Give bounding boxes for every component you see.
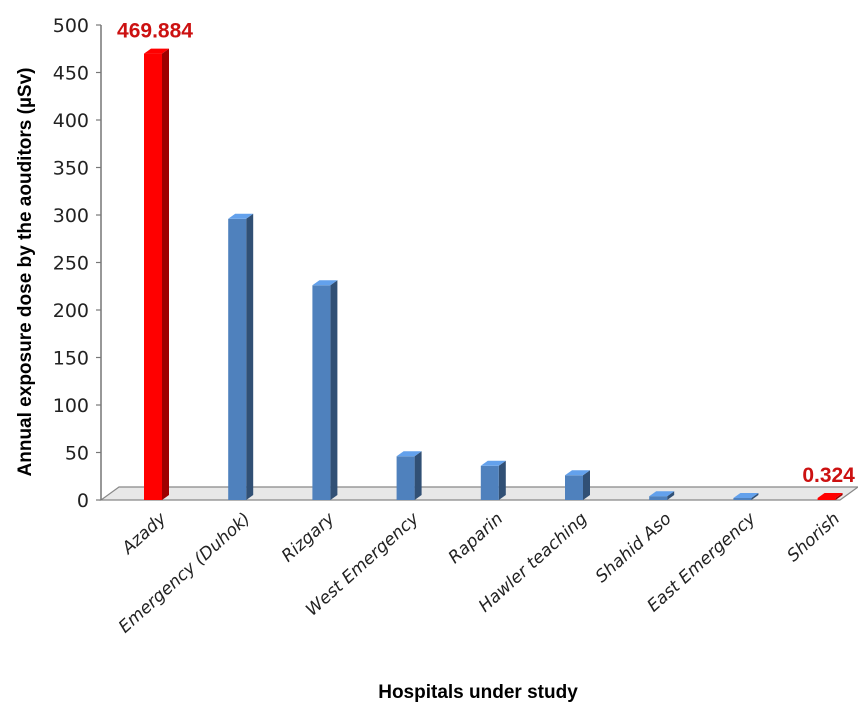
y-tick-label: 100: [53, 395, 89, 417]
bar-front-face: [312, 285, 331, 500]
y-tick-label: 150: [53, 348, 89, 370]
y-tick-label: 400: [53, 110, 89, 132]
bar-front-face: [396, 456, 415, 500]
bar-east-emergency: [733, 493, 759, 500]
bar-hawler-teaching: [565, 470, 590, 500]
bar-front-face: [733, 498, 752, 500]
data-labels: 469.884 0.324: [117, 20, 855, 487]
y-tick-label: 300: [53, 205, 89, 227]
bar-side-face: [414, 451, 422, 500]
x-tick-label-shahid-aso: Shahid Aso: [592, 509, 676, 587]
bar-front-face: [817, 498, 836, 500]
bar-top-face: [396, 451, 422, 457]
y-tick-label: 250: [53, 253, 89, 275]
bar-top-face: [817, 493, 843, 498]
bar-front-face: [649, 496, 668, 500]
bar-top-face: [480, 460, 506, 466]
bar-shahid-aso: [649, 491, 675, 500]
bar-side-face: [667, 491, 675, 500]
y-tick-label: 200: [53, 300, 89, 322]
bar-top-face: [649, 491, 675, 497]
bar-top-face: [312, 280, 338, 286]
bar-west-emergency: [396, 451, 422, 500]
y-tick-label: 500: [53, 15, 89, 37]
x-tick-label-raparin: Raparin: [445, 509, 507, 568]
y-axis-ticks: 0 50 100 150 200 250 300 350 400 450 500: [53, 15, 101, 512]
x-tick-label-azady: Azady: [118, 508, 171, 559]
data-label-shorish: 0.324: [802, 464, 855, 487]
bar-top-face: [733, 493, 759, 498]
y-axis-title: Annual exposure dose by the aouditors (µ…: [15, 68, 36, 477]
x-tick-label-shorish: Shorish: [784, 509, 844, 566]
bar-side-face: [751, 493, 759, 500]
bars: [144, 48, 843, 501]
y-tick-label: 0: [77, 490, 89, 512]
y-tick-label: 350: [53, 158, 89, 180]
bar-side-face: [162, 48, 169, 500]
bar-azady: [144, 48, 169, 500]
data-label-azady: 469.884: [117, 20, 193, 43]
bar-emergency-duhok: [228, 213, 254, 501]
bar-front-face: [480, 465, 499, 500]
y-tick-label: 50: [65, 443, 89, 465]
bar-shorish: [817, 493, 843, 500]
bar-top-face: [565, 470, 590, 476]
bar-side-face: [583, 470, 590, 500]
bar-front-face: [228, 218, 247, 501]
bar-raparin: [480, 460, 506, 500]
y-tick-label: 450: [53, 63, 89, 85]
bar-top-face: [144, 48, 169, 54]
bar-side-face: [835, 493, 843, 500]
bar-front-face: [144, 53, 162, 500]
bar-top-face: [228, 213, 254, 219]
bar-front-face: [565, 475, 583, 500]
bar-side-face: [246, 213, 254, 501]
bar-side-face: [330, 280, 338, 500]
x-axis-title: Hospitals under study: [378, 682, 578, 703]
x-tick-label-rizgary: Rizgary: [278, 508, 339, 566]
bar-side-face: [498, 460, 506, 500]
bar-rizgary: [312, 280, 338, 500]
